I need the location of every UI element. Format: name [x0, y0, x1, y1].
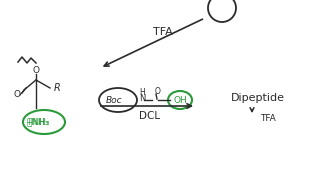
Text: TFA: TFA	[260, 114, 276, 123]
Text: R: R	[54, 83, 60, 93]
Text: O: O	[13, 89, 20, 98]
Text: ⓃNH₃: ⓃNH₃	[27, 118, 49, 127]
Text: N: N	[139, 93, 145, 102]
Text: TFA: TFA	[153, 27, 173, 37]
Text: O: O	[155, 87, 161, 96]
Text: H: H	[139, 87, 145, 96]
Text: Dipeptide: Dipeptide	[231, 93, 285, 103]
Text: Boc: Boc	[106, 96, 122, 105]
Text: O: O	[33, 66, 39, 75]
Text: DCL: DCL	[140, 111, 161, 121]
Text: OH: OH	[173, 96, 187, 105]
Text: +NH₃: +NH₃	[25, 118, 49, 127]
